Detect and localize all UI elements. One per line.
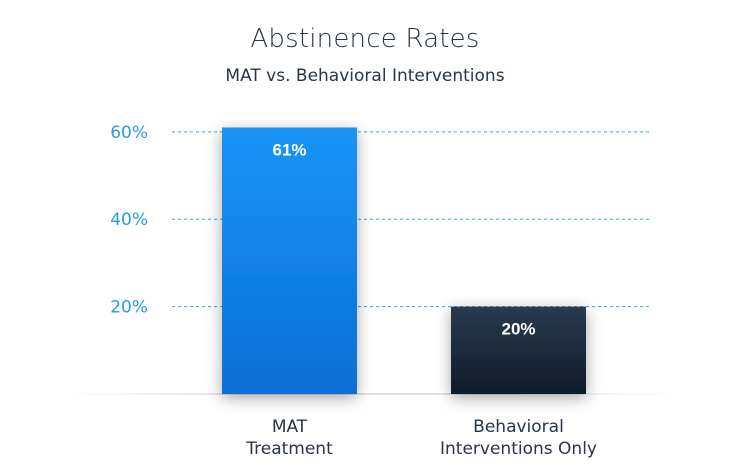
- chart-title: Abstinence Rates: [250, 24, 480, 54]
- x-category-label: Behavioral Interventions Only: [440, 417, 597, 459]
- baseline: [60, 393, 680, 395]
- y-tick-label: 20%: [110, 298, 148, 318]
- y-tick-label: 60%: [110, 123, 148, 143]
- bar-1: [222, 127, 357, 394]
- y-tick-label: 40%: [110, 210, 148, 230]
- bar-value-label: 20%: [501, 320, 535, 339]
- bar-2: [451, 306, 586, 394]
- x-category-label: MAT Treatment: [246, 417, 333, 459]
- bar-value-label: 61%: [272, 140, 306, 159]
- chart-subtitle: MAT vs. Behavioral Interventions: [225, 66, 505, 86]
